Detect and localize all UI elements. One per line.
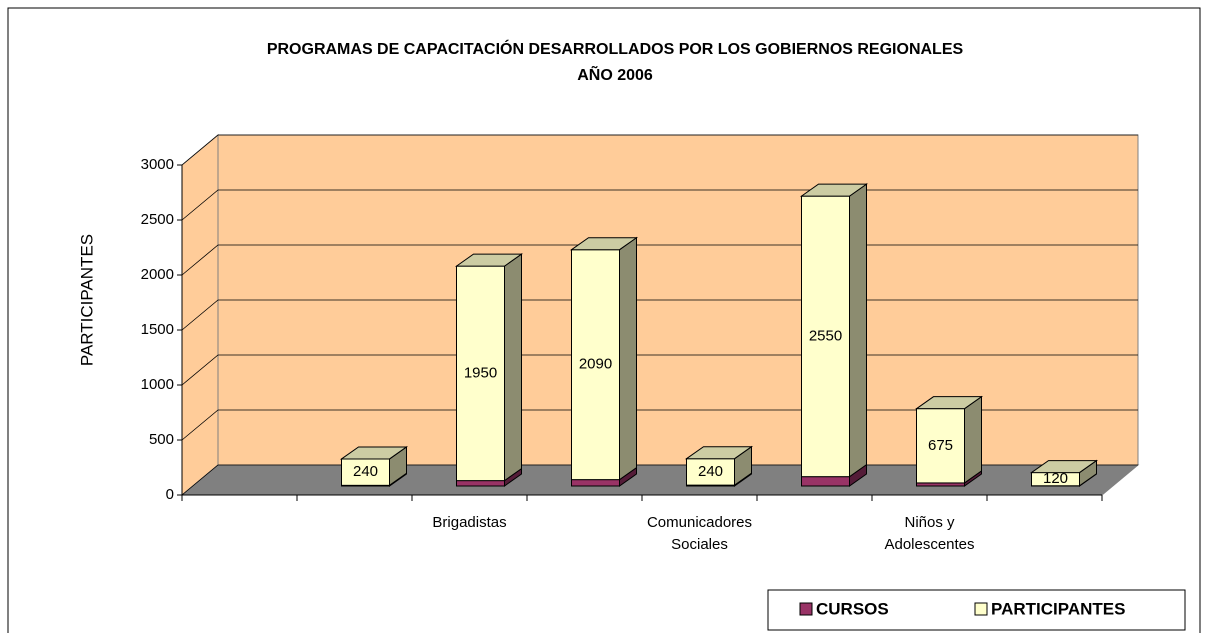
bar-front bbox=[456, 265, 505, 482]
bar-front bbox=[571, 249, 620, 481]
grid-line bbox=[181, 134, 1138, 166]
floor bbox=[180, 464, 1140, 496]
legend-swatch bbox=[799, 602, 813, 616]
data-label: 2090 bbox=[579, 356, 612, 373]
bar-segment bbox=[569, 236, 639, 481]
bar-front bbox=[801, 476, 850, 487]
x-tick-label: Niños y Adolescentes bbox=[884, 514, 974, 553]
bar-front bbox=[801, 195, 850, 478]
y-tick-label: 1000 bbox=[141, 376, 174, 393]
data-label: 2550 bbox=[809, 327, 842, 344]
y-tick-label: 500 bbox=[149, 431, 174, 448]
data-label: 240 bbox=[353, 463, 378, 480]
bar-top bbox=[339, 446, 409, 460]
chart-subtitle: AÑO 2006 bbox=[577, 64, 653, 84]
bar-top bbox=[799, 183, 869, 197]
bar-segment bbox=[799, 183, 869, 478]
bar-segment bbox=[1029, 459, 1099, 487]
chart-title: PROGRAMAS DE CAPACITACIÓN DESARROLLADOS … bbox=[267, 39, 964, 58]
y-tick-label: 0 bbox=[166, 486, 174, 503]
legend-label: CURSOS bbox=[816, 599, 889, 618]
legend-label: PARTICIPANTES bbox=[991, 599, 1125, 618]
y-axis-label: PARTICIPANTES bbox=[77, 234, 96, 366]
y-tick-label: 2000 bbox=[141, 266, 174, 283]
y-tick-label: 2500 bbox=[141, 211, 174, 228]
plot-area: 0500100015002000250030006240Brigadistas4… bbox=[141, 133, 1140, 553]
bar-side bbox=[504, 253, 522, 482]
bar-top bbox=[1029, 460, 1099, 474]
data-label: 120 bbox=[1043, 470, 1068, 487]
bar-front bbox=[571, 479, 620, 487]
bar-top bbox=[454, 253, 524, 267]
bar-top bbox=[569, 237, 639, 251]
bar-segment bbox=[914, 395, 984, 484]
bar-top bbox=[684, 446, 754, 460]
bar-segment bbox=[454, 253, 524, 482]
bar-front bbox=[341, 458, 390, 486]
bar-front bbox=[456, 480, 505, 487]
legend-swatch bbox=[974, 602, 988, 616]
y-tick-label: 3000 bbox=[141, 156, 174, 173]
data-label: 1950 bbox=[464, 364, 497, 381]
bar-side bbox=[849, 183, 867, 478]
x-tick-label: Comunicadores Sociales bbox=[647, 514, 752, 553]
bar-segment bbox=[339, 445, 409, 487]
bar-side bbox=[619, 236, 637, 481]
bar-top bbox=[914, 396, 984, 410]
data-label: 240 bbox=[698, 463, 723, 480]
data-label: 675 bbox=[928, 437, 953, 454]
x-tick-label: Brigadistas bbox=[432, 514, 506, 531]
y-tick-label: 1500 bbox=[141, 321, 174, 338]
bar-side bbox=[964, 395, 982, 484]
bar-segment bbox=[684, 445, 754, 487]
